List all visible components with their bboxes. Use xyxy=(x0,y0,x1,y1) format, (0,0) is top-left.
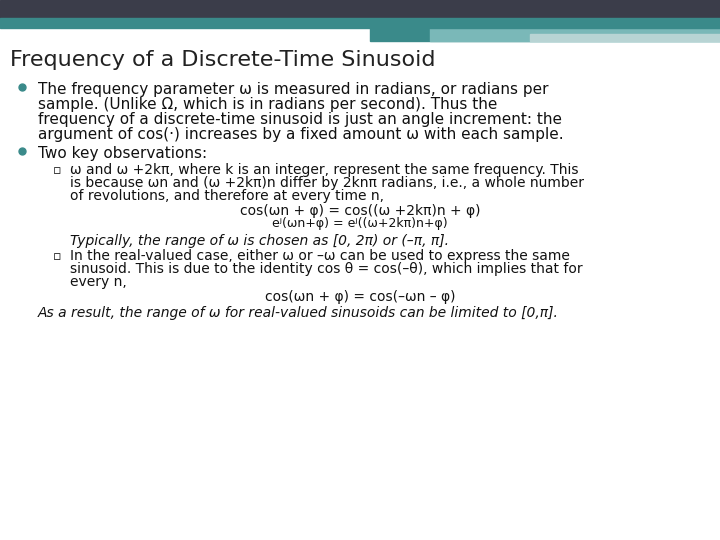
Text: Frequency of a Discrete-Time Sinusoid: Frequency of a Discrete-Time Sinusoid xyxy=(10,50,436,70)
Text: As a result, the range of ω for real-valued sinusoids can be limited to [0,π].: As a result, the range of ω for real-val… xyxy=(38,306,559,320)
Text: eʲ(ωn+φ) = eʲ((ω+2kπ)n+φ): eʲ(ωn+φ) = eʲ((ω+2kπ)n+φ) xyxy=(272,217,448,230)
Text: is because ωn and (ω +2kπ)n differ by 2knπ radians, i.e., a whole number: is because ωn and (ω +2kπ)n differ by 2k… xyxy=(70,176,584,190)
Text: Typically, the range of ω is chosen as [0, 2π) or (–π, π].: Typically, the range of ω is chosen as [… xyxy=(70,234,449,248)
Text: every n,: every n, xyxy=(70,275,127,289)
Text: ▫: ▫ xyxy=(53,164,61,177)
Text: ▫: ▫ xyxy=(53,250,61,263)
Text: frequency of a discrete-time sinusoid is just an angle increment: the: frequency of a discrete-time sinusoid is… xyxy=(38,112,562,127)
Text: ω and ω +2kπ, where k is an integer, represent the same frequency. This: ω and ω +2kπ, where k is an integer, rep… xyxy=(70,163,578,177)
Text: argument of cos(·) increases by a fixed amount ω with each sample.: argument of cos(·) increases by a fixed … xyxy=(38,127,564,142)
Bar xyxy=(530,34,720,41)
Bar xyxy=(430,28,720,41)
Text: Two key observations:: Two key observations: xyxy=(38,146,207,161)
Bar xyxy=(370,28,720,41)
Text: sample. (Unlike Ω, which is in radians per second). Thus the: sample. (Unlike Ω, which is in radians p… xyxy=(38,97,498,112)
Text: of revolutions, and therefore at every time n,: of revolutions, and therefore at every t… xyxy=(70,189,384,203)
Text: sinusoid. This is due to the identity cos θ = cos(–θ), which implies that for: sinusoid. This is due to the identity co… xyxy=(70,262,582,276)
Bar xyxy=(0,18,720,28)
Bar xyxy=(0,0,720,18)
Text: cos(ωn + φ) = cos((ω +2kπ)n + φ): cos(ωn + φ) = cos((ω +2kπ)n + φ) xyxy=(240,204,480,218)
Text: cos(ωn + φ) = cos(–ωn – φ): cos(ωn + φ) = cos(–ωn – φ) xyxy=(265,290,455,304)
Text: The frequency parameter ω is measured in radians, or radians per: The frequency parameter ω is measured in… xyxy=(38,82,549,97)
Text: In the real-valued case, either ω or –ω can be used to express the same: In the real-valued case, either ω or –ω … xyxy=(70,249,570,263)
